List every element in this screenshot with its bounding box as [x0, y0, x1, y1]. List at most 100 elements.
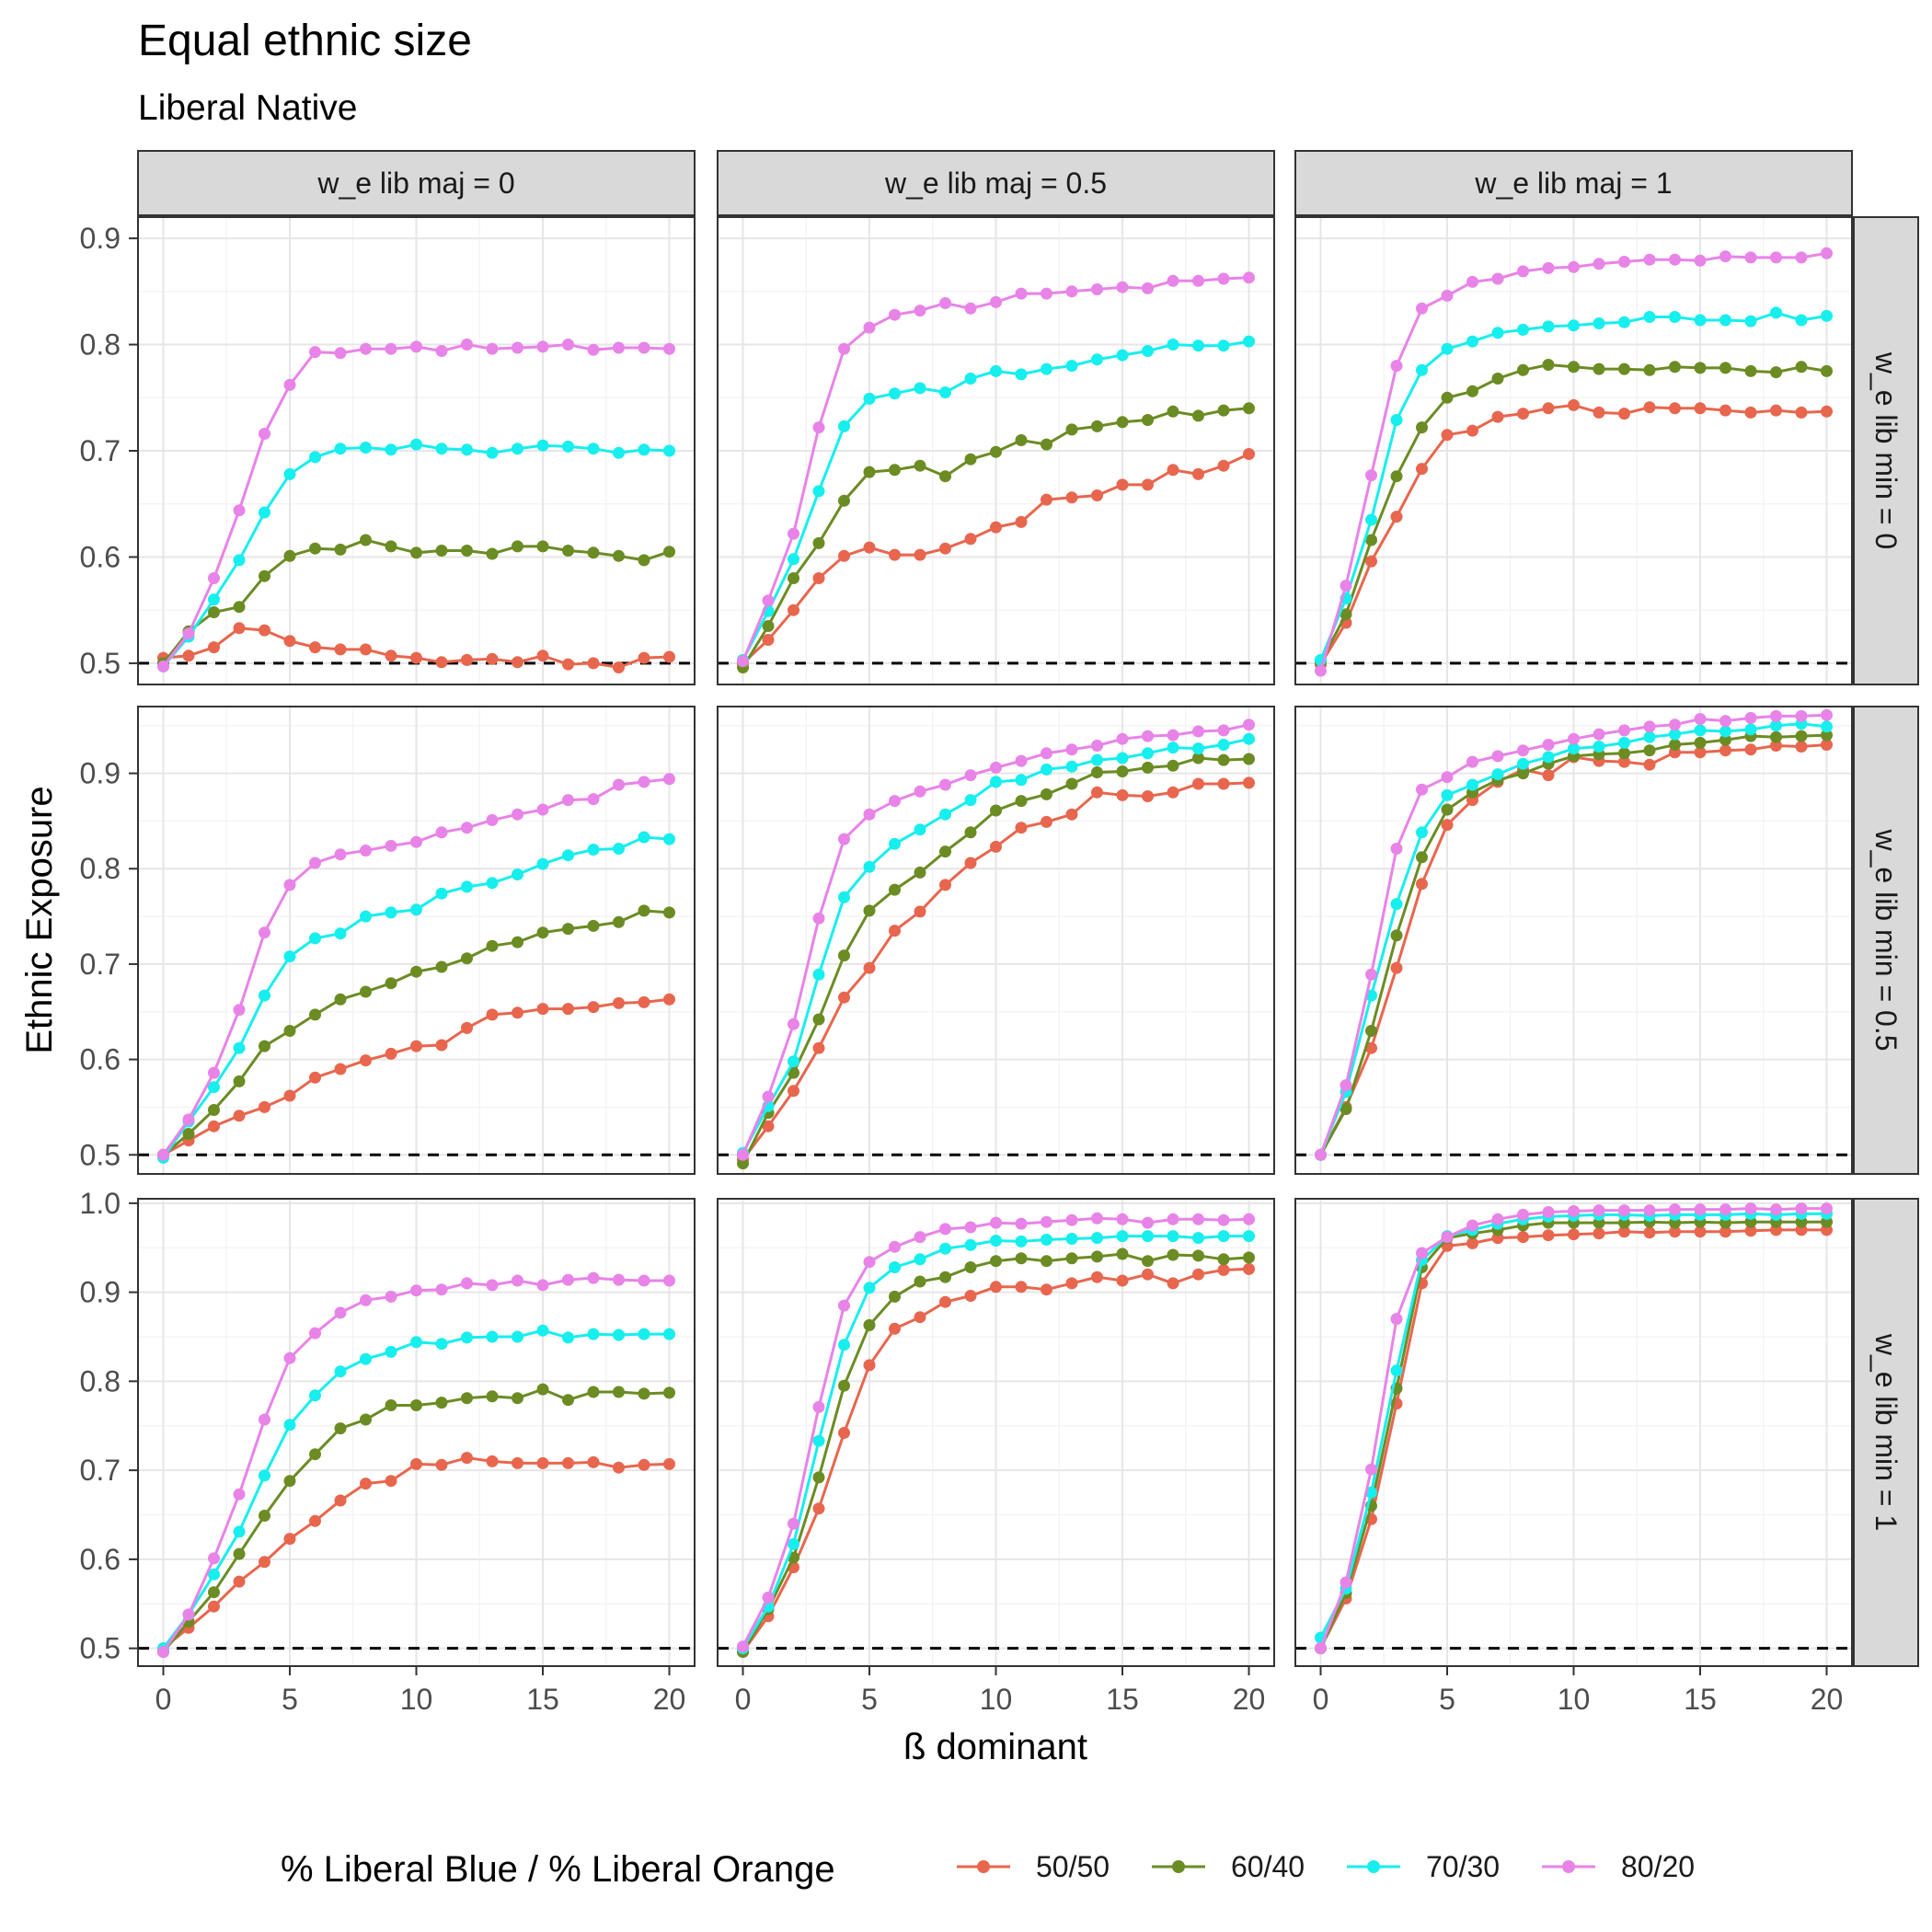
y-tick-label: 0.9 [80, 1276, 121, 1309]
data-point [1568, 732, 1580, 745]
data-point [914, 785, 926, 798]
legend-item: 80/20 [1542, 1850, 1695, 1883]
data-point [939, 845, 951, 858]
data-point [964, 373, 977, 385]
data-point [863, 541, 876, 554]
data-point [1217, 1263, 1230, 1276]
data-point [259, 428, 270, 440]
data-point [1065, 808, 1078, 821]
x-tick-label: 0 [155, 1683, 172, 1716]
facet-column-strip: w_e lib maj = 0 [137, 150, 696, 216]
data-point [737, 1148, 749, 1161]
data-point [410, 546, 422, 559]
data-point [889, 1240, 901, 1253]
data-point [435, 345, 448, 357]
x-tick-label: 0 [735, 1683, 752, 1716]
data-point [1643, 730, 1656, 743]
data-point [385, 443, 397, 456]
data-point [309, 932, 321, 945]
data-point [1192, 274, 1204, 287]
data-point [1618, 1204, 1630, 1217]
data-point [1441, 289, 1454, 302]
data-point [1192, 777, 1204, 790]
data-point [939, 1295, 951, 1308]
data-point [613, 661, 625, 673]
data-point [486, 652, 499, 665]
y-tick-label: 0.6 [80, 1543, 121, 1576]
data-point [1441, 819, 1454, 832]
data-point [1542, 402, 1555, 415]
data-point [208, 1586, 220, 1599]
data-point [360, 442, 372, 454]
data-point [638, 776, 650, 788]
data-point [990, 1216, 1002, 1229]
data-point [385, 1475, 397, 1488]
data-point [663, 342, 675, 355]
data-point [663, 546, 675, 558]
data-point [385, 906, 397, 919]
data-point [1243, 1262, 1255, 1275]
data-point [1744, 251, 1757, 264]
data-point [638, 554, 650, 567]
data-point [638, 443, 650, 456]
data-point [360, 1478, 372, 1490]
data-point [1041, 1215, 1052, 1228]
data-point [964, 1261, 977, 1273]
data-point [1770, 306, 1782, 319]
data-point [1065, 1233, 1078, 1245]
data-point [562, 1273, 574, 1286]
data-point [1015, 515, 1028, 528]
x-tick-label: 10 [1558, 1683, 1591, 1716]
data-point [587, 1001, 600, 1014]
data-point [1142, 282, 1154, 294]
data-point [334, 1494, 347, 1507]
data-point [1167, 464, 1179, 477]
data-point [410, 835, 422, 848]
data-point [1167, 1213, 1179, 1225]
data-point [838, 420, 850, 432]
data-point [990, 840, 1002, 853]
data-point [1365, 1463, 1377, 1476]
data-point [385, 839, 397, 852]
data-point [1192, 1249, 1204, 1262]
data-point [838, 1339, 850, 1351]
data-point [613, 1386, 625, 1398]
data-point [283, 1419, 296, 1432]
data-point [435, 887, 448, 900]
data-point [964, 794, 977, 807]
data-point [939, 879, 951, 891]
data-point [939, 297, 951, 309]
data-point [914, 382, 926, 395]
data-point [1441, 391, 1454, 404]
data-point [1217, 404, 1230, 417]
data-point [1542, 359, 1555, 371]
panel-border [717, 216, 1275, 685]
data-point [587, 657, 600, 670]
data-point [1041, 788, 1052, 800]
data-point [788, 572, 799, 584]
data-point [1542, 261, 1555, 274]
x-tick-label: 10 [980, 1683, 1013, 1716]
data-point [990, 804, 1002, 817]
data-point [512, 1330, 523, 1343]
data-point [990, 364, 1002, 377]
data-point [283, 467, 296, 480]
facet-column-strip: w_e lib maj = 1 [1294, 150, 1853, 216]
data-point [1091, 489, 1103, 501]
facet-panel [137, 706, 696, 1175]
data-point [838, 891, 850, 903]
data-point [889, 464, 901, 477]
data-point [1116, 732, 1129, 745]
data-point [283, 950, 296, 963]
data-point [964, 1221, 977, 1234]
data-point [1517, 323, 1529, 336]
data-point [157, 1148, 169, 1161]
data-point [259, 1413, 270, 1426]
facet-row-strip: w_e lib min = 1 [1853, 1198, 1919, 1667]
data-point [613, 1461, 625, 1474]
data-point [1315, 664, 1327, 677]
data-point [1416, 851, 1428, 864]
data-point [1192, 1213, 1204, 1225]
data-point [283, 635, 296, 648]
data-point [939, 470, 951, 483]
